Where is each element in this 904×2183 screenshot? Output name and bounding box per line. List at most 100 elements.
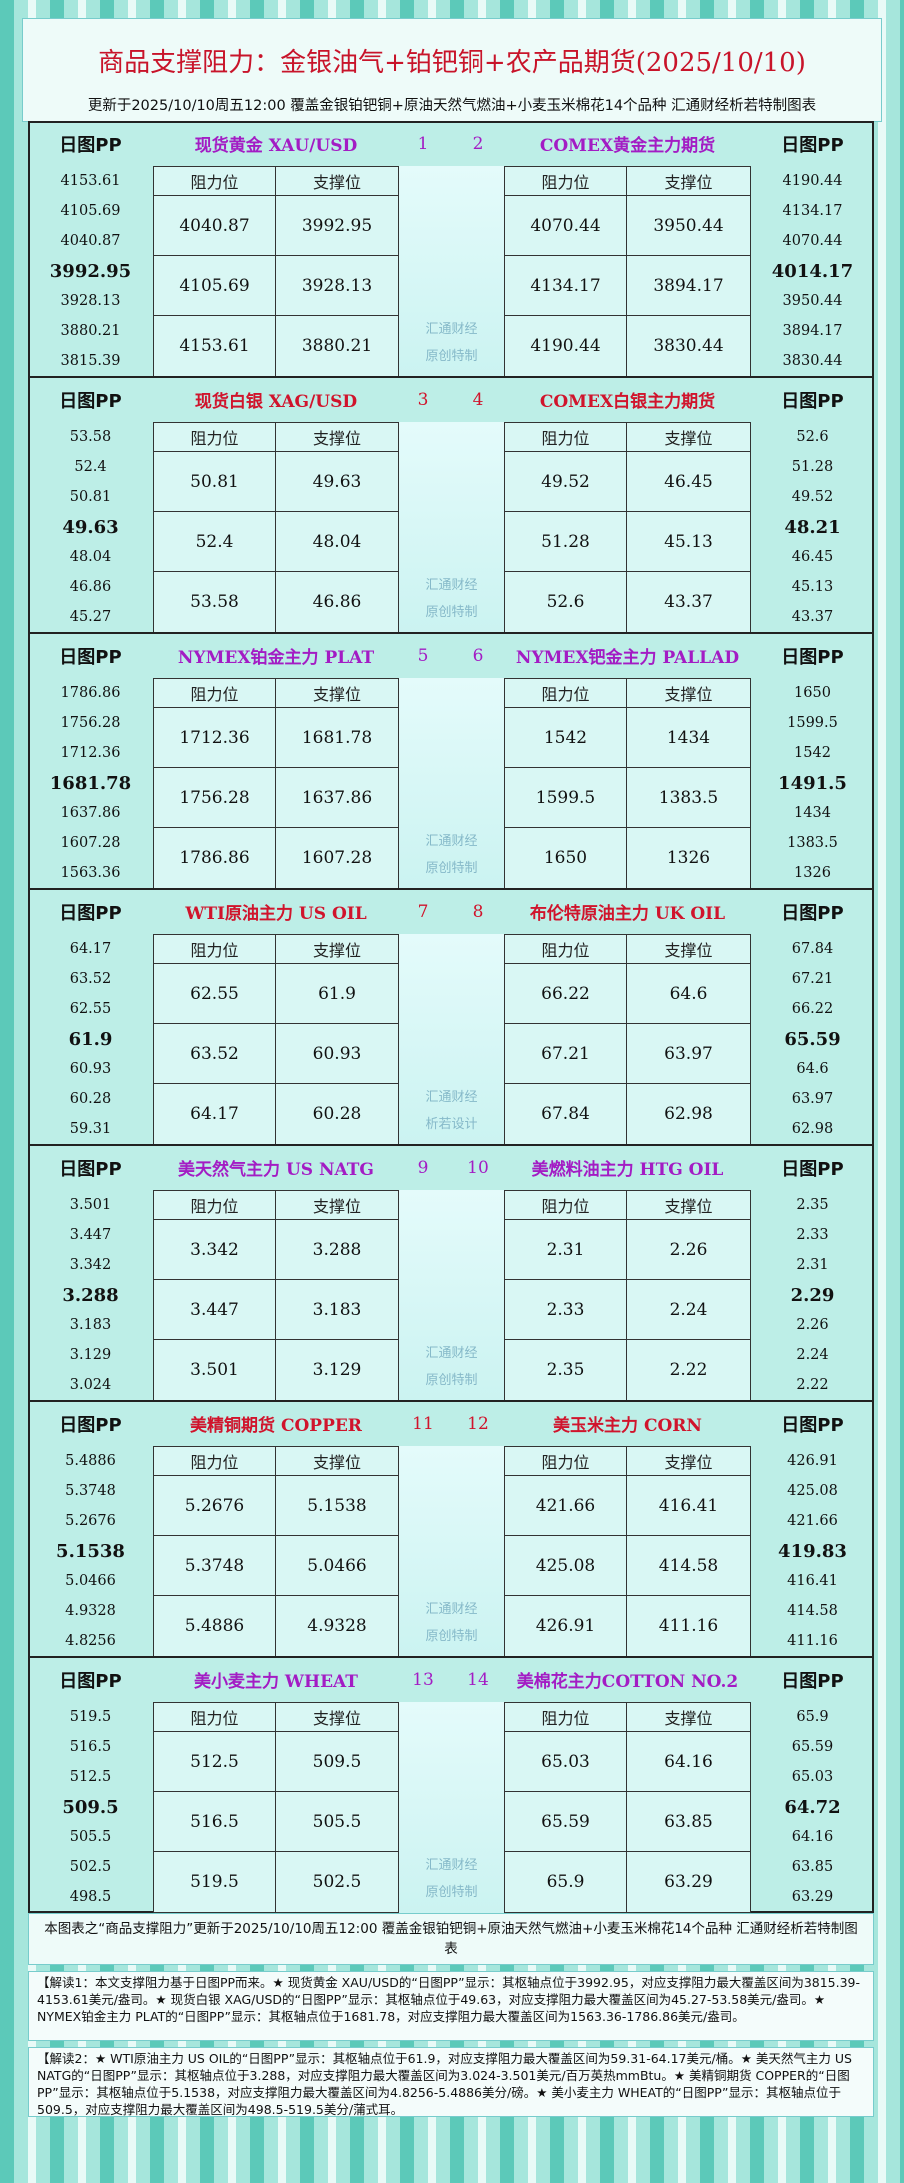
- pp-value: 1756.28: [60, 715, 121, 731]
- instrument-name: 美小麦主力 WHEAT: [194, 1672, 358, 1692]
- support-value: 2.24: [626, 1279, 751, 1340]
- support-value: 1681.78: [275, 707, 399, 768]
- pp-value: 50.81: [69, 489, 112, 505]
- instrument-name: 美棉花主力COTTON NO.2: [516, 1672, 739, 1692]
- pp-value: 4153.61: [60, 173, 121, 189]
- resistance-value: 4040.87: [153, 195, 276, 256]
- resistance-value: 1650: [504, 827, 627, 889]
- pp-value: 1786.86: [60, 685, 121, 701]
- support-value: 63.97: [626, 1023, 751, 1084]
- pivot-value: 65.59: [784, 1028, 841, 1050]
- pp-value: 62.55: [69, 1001, 112, 1017]
- support-value: 63.85: [626, 1791, 751, 1852]
- resistance-value: 50.81: [153, 451, 276, 512]
- pp-value: 4105.69: [60, 203, 121, 219]
- block-number: 9: [417, 1157, 429, 1178]
- pp-label: 日图PP: [781, 902, 844, 924]
- support-value: 1434: [626, 707, 751, 768]
- middle-column: [399, 422, 504, 633]
- support-value: 3.129: [275, 1339, 399, 1401]
- resistance-value: 63.52: [153, 1023, 276, 1084]
- instrument-name: 现货黄金 XAU/USD: [194, 136, 358, 156]
- table-header: 支撑位: [275, 1190, 399, 1220]
- resistance-value: 64.17: [153, 1083, 276, 1145]
- support-value: 46.86: [275, 571, 399, 633]
- pp-value: 4040.87: [60, 233, 121, 249]
- watermark: 原创特制: [425, 1372, 478, 1388]
- resistance-value: 512.5: [153, 1731, 276, 1792]
- block-number: 7: [417, 901, 429, 922]
- pp-value: 1599.5: [787, 715, 838, 731]
- support-value: 60.28: [275, 1083, 399, 1145]
- watermark: 原创特制: [425, 1628, 478, 1644]
- support-value: 416.41: [626, 1475, 751, 1536]
- support-value: 1326: [626, 827, 751, 889]
- block-number: 3: [417, 389, 429, 410]
- resistance-value: 2.33: [504, 1279, 627, 1340]
- table-header: 支撑位: [626, 678, 751, 708]
- table-header: 阻力位: [153, 934, 276, 964]
- top-panel: [22, 18, 882, 122]
- watermark: 原创特制: [425, 604, 478, 620]
- block-number: 4: [472, 389, 484, 410]
- resistance-value: 4190.44: [504, 315, 627, 377]
- resistance-value: 4070.44: [504, 195, 627, 256]
- pp-value: 505.5: [69, 1829, 112, 1845]
- resistance-value: 51.28: [504, 511, 627, 572]
- instrument-name: WTI原油主力 US OIL: [185, 904, 367, 924]
- resistance-value: 3.342: [153, 1219, 276, 1280]
- pp-value: 51.28: [791, 459, 834, 475]
- table-header: 阻力位: [504, 678, 627, 708]
- pp-value: 3.342: [69, 1257, 112, 1273]
- pp-value: 49.52: [791, 489, 834, 505]
- watermark: 汇通财经: [425, 1601, 478, 1617]
- pp-value: 66.22: [791, 1001, 834, 1017]
- support-value: 64.6: [626, 963, 751, 1024]
- footer-caption: 本图表之“商品支撑阻力”更新于2025/10/10周五12:00 覆盖金银铂钯铜…: [28, 1913, 874, 1965]
- watermark: 析若设计: [425, 1116, 478, 1132]
- pivot-value: 4014.17: [771, 260, 854, 282]
- pp-value: 62.98: [791, 1121, 834, 1137]
- pp-label: 日图PP: [59, 1158, 122, 1180]
- pp-value: 516.5: [69, 1739, 112, 1755]
- pp-value: 3.024: [69, 1377, 112, 1393]
- pp-label: 日图PP: [59, 1414, 122, 1436]
- table-header: 阻力位: [153, 1702, 276, 1732]
- pp-value: 2.31: [796, 1257, 829, 1273]
- pp-value: 1542: [794, 745, 831, 761]
- pp-value: 3928.13: [60, 293, 121, 309]
- pp-value: 60.93: [69, 1061, 112, 1077]
- pivot-value: 5.1538: [56, 1540, 125, 1562]
- block-number: 6: [472, 645, 484, 666]
- instrument-name: NYMEX铂金主力 PLAT: [177, 648, 375, 668]
- pivot-value: 3992.95: [49, 260, 132, 282]
- pp-value: 426.91: [787, 1453, 838, 1469]
- support-value: 1383.5: [626, 767, 751, 828]
- pp-value: 414.58: [787, 1603, 838, 1619]
- instrument-name: 美天然气主力 US NATG: [178, 1160, 374, 1180]
- pp-value: 1607.28: [60, 835, 121, 851]
- block-divider: [28, 1656, 874, 1658]
- pivot-value: 49.63: [62, 516, 119, 538]
- footer-note: 【解读1：本文支撑阻力基于日图PP而来。★ 现货黄金 XAU/USD的“日图PP…: [28, 1971, 874, 2041]
- pp-value: 52.4: [74, 459, 107, 475]
- block-divider: [28, 1144, 874, 1146]
- resistance-value: 1542: [504, 707, 627, 768]
- resistance-value: 3.501: [153, 1339, 276, 1401]
- table-header: 阻力位: [504, 1446, 627, 1476]
- support-value: 63.29: [626, 1851, 751, 1913]
- watermark: 汇通财经: [425, 1345, 478, 1361]
- resistance-value: 4134.17: [504, 255, 627, 316]
- pp-value: 1650: [794, 685, 831, 701]
- resistance-value: 3.447: [153, 1279, 276, 1340]
- resistance-value: 1786.86: [153, 827, 276, 889]
- block-number: 10: [467, 1157, 489, 1178]
- pp-label: 日图PP: [781, 1158, 844, 1180]
- resistance-value: 2.35: [504, 1339, 627, 1401]
- block-number: 8: [472, 901, 484, 922]
- instrument-name: 美精铜期货 COPPER: [190, 1416, 362, 1436]
- resistance-value: 49.52: [504, 451, 627, 512]
- pp-value: 498.5: [69, 1889, 112, 1905]
- support-value: 509.5: [275, 1731, 399, 1792]
